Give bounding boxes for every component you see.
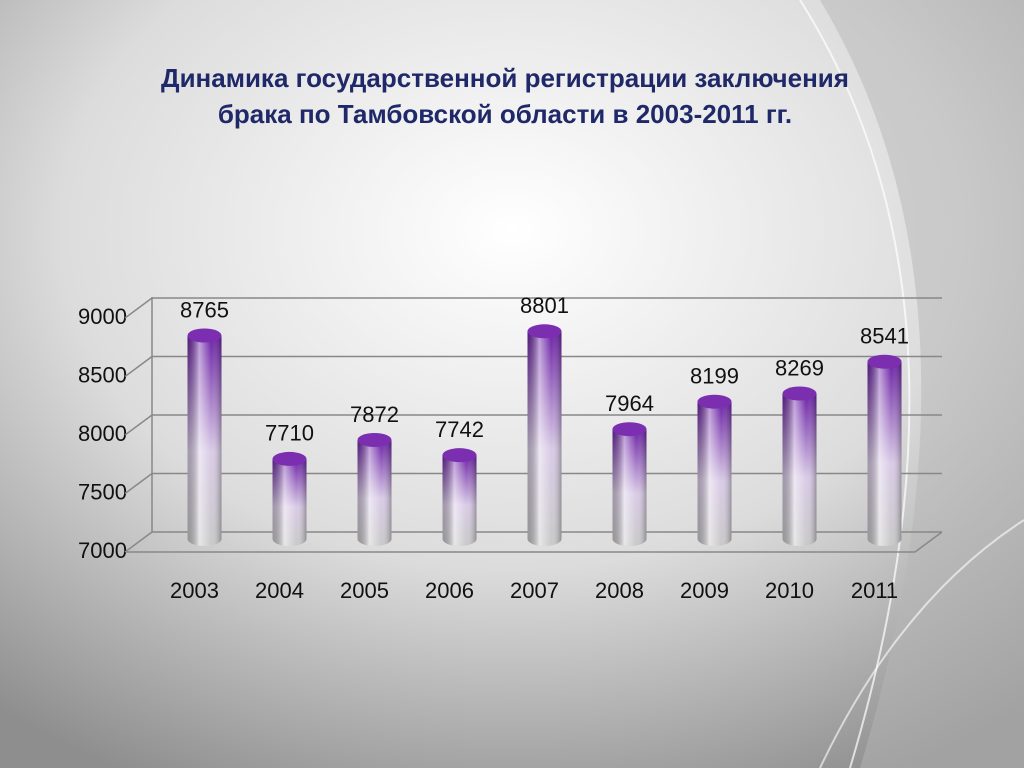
x-tick-label: 2005 bbox=[340, 578, 389, 603]
bar-top bbox=[442, 448, 477, 463]
bar bbox=[272, 451, 307, 546]
bar-top bbox=[782, 386, 817, 401]
data-label: 8801 bbox=[520, 293, 569, 318]
bar-shade bbox=[187, 335, 222, 546]
data-label: 7742 bbox=[435, 417, 484, 442]
bar-shade bbox=[272, 458, 307, 546]
x-tick-label: 2009 bbox=[680, 578, 729, 603]
bar-shade bbox=[782, 393, 817, 546]
bar bbox=[612, 422, 647, 546]
chart-title: брака по Тамбовской области в 2003-2011 … bbox=[218, 99, 792, 129]
x-tick-label: 2010 bbox=[765, 578, 814, 603]
y-tick-label: 7500 bbox=[78, 479, 127, 504]
y-tick-label: 7000 bbox=[78, 538, 127, 563]
bar bbox=[697, 394, 732, 546]
data-label: 8199 bbox=[690, 364, 739, 389]
x-tick-label: 2006 bbox=[425, 578, 474, 603]
bar-shade bbox=[697, 401, 732, 546]
x-tick-label: 2011 bbox=[851, 578, 898, 603]
grid-line bbox=[124, 531, 153, 553]
grid-line bbox=[124, 355, 153, 378]
chart-title: Динамика государственной регистрации зак… bbox=[161, 63, 849, 93]
bar-top bbox=[187, 328, 222, 343]
bar-top bbox=[867, 354, 902, 369]
data-label: 7872 bbox=[350, 402, 399, 427]
decor-curve bbox=[820, 0, 1024, 768]
grid-line bbox=[124, 297, 153, 319]
bar bbox=[442, 448, 477, 546]
bar-shade bbox=[527, 331, 562, 546]
bar-top bbox=[357, 432, 392, 447]
bar bbox=[867, 354, 902, 546]
bar-shade bbox=[442, 455, 477, 546]
bar bbox=[527, 324, 562, 546]
x-tick-label: 2007 bbox=[510, 578, 559, 603]
bar-top bbox=[272, 451, 307, 466]
decor-line bbox=[819, 519, 1024, 768]
bar-top bbox=[612, 422, 647, 437]
data-label: 7710 bbox=[265, 421, 314, 446]
floor-edge bbox=[914, 531, 943, 553]
x-tick-label: 2008 bbox=[595, 578, 644, 603]
bar-shade bbox=[357, 439, 392, 546]
bar bbox=[782, 386, 817, 546]
bar-top bbox=[527, 324, 562, 339]
y-tick-label: 9000 bbox=[78, 304, 127, 329]
grid-line bbox=[124, 472, 153, 495]
decor-line bbox=[799, 0, 911, 768]
data-label: 8765 bbox=[180, 297, 229, 322]
y-tick-label: 8500 bbox=[78, 362, 127, 387]
bar-top bbox=[697, 394, 732, 409]
x-tick-label: 2003 bbox=[170, 578, 219, 603]
data-label: 8269 bbox=[775, 355, 824, 380]
bar-shade bbox=[867, 361, 902, 546]
y-tick-label: 8000 bbox=[78, 421, 127, 446]
data-label: 7964 bbox=[605, 391, 654, 416]
bar bbox=[357, 432, 392, 546]
bar bbox=[187, 328, 222, 546]
data-label: 8541 bbox=[860, 324, 909, 349]
x-tick-label: 2004 bbox=[255, 578, 304, 603]
grid-line bbox=[124, 414, 153, 436]
bar-shade bbox=[612, 429, 647, 546]
